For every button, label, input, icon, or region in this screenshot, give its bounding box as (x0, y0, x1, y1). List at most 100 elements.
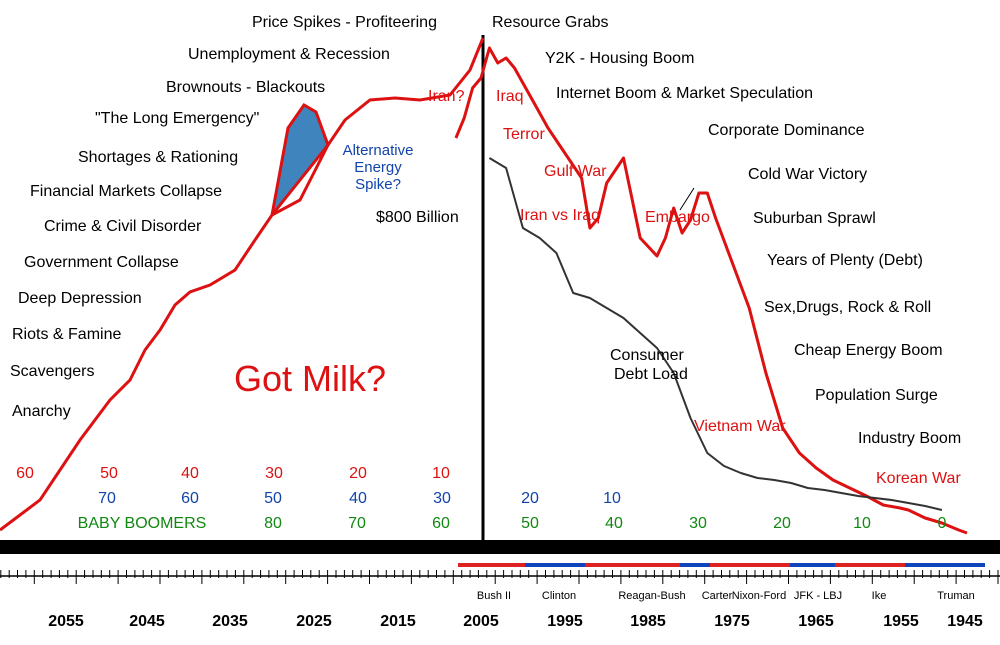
right-label: Cheap Energy Boom (794, 342, 943, 359)
energy-shading-outline (270, 103, 330, 216)
president-term-segment (458, 563, 525, 567)
president-term-segment (525, 563, 585, 567)
event-label: Iran vs Iraq (520, 207, 600, 224)
left-label: Shortages & Rationing (78, 149, 238, 166)
event-labels: Iran? Iraq Terror Gulf War Iran vs Iraq … (428, 88, 961, 487)
president-stripe (458, 563, 985, 567)
energy-label: Alternative Energy Spike? (343, 142, 414, 193)
president-label: JFK - LBJ (794, 590, 842, 602)
president-term-segment (835, 563, 905, 567)
age-label: 20 (521, 490, 539, 507)
president-labels: Truman Ike JFK - LBJ Nixon-Ford Carter R… (477, 590, 975, 602)
left-label: Scavengers (10, 363, 95, 380)
president-label: Bush II (477, 590, 511, 602)
age-label: 0 (938, 515, 947, 532)
year-label: 1975 (714, 613, 750, 630)
year-label: 2015 (380, 613, 416, 630)
age-label: 30 (433, 490, 451, 507)
consumer-debt-line (488, 157, 943, 511)
left-label: Deep Depression (18, 290, 142, 307)
president-label: Truman (937, 590, 975, 602)
age-label: BABY BOOMERS (78, 515, 207, 532)
year-label: 1955 (883, 613, 919, 630)
left-labels: Price Spikes - Profiteering Unemployment… (10, 14, 437, 420)
age-label: 50 (264, 490, 282, 507)
president-term-segment (710, 563, 790, 567)
event-label: Vietnam War (694, 418, 786, 435)
right-label: Sex,Drugs, Rock & Roll (764, 299, 931, 316)
year-label: 2045 (129, 613, 165, 630)
right-label: Cold War Victory (748, 166, 867, 183)
timeline-bar (0, 540, 1000, 554)
age-label: 40 (349, 490, 367, 507)
left-label: Unemployment & Recession (188, 46, 390, 63)
year-label: 1945 (947, 613, 983, 630)
age-label: 60 (181, 490, 199, 507)
age-label: 40 (181, 465, 199, 482)
energy-label-line-1: Alternative (343, 142, 414, 159)
president-label: Nixon-Ford (732, 590, 786, 602)
energy-label-line-3: Spike? (355, 176, 401, 193)
oil-production-line (454, 46, 968, 535)
age-label: 60 (16, 465, 34, 482)
age-label: 20 (349, 465, 367, 482)
age-label: 10 (603, 490, 621, 507)
president-term-segment (680, 563, 710, 567)
year-labels: 1945 1955 1965 1975 1985 1995 2005 2015 … (48, 613, 983, 630)
year-label: 1985 (630, 613, 666, 630)
president-term-segment (905, 563, 985, 567)
age-label: 50 (521, 515, 539, 532)
year-label: 2025 (296, 613, 332, 630)
debt-total-label: $800 Billion (376, 209, 459, 226)
left-label: Riots & Famine (12, 326, 121, 343)
x-axis-ticks (0, 570, 999, 584)
energy-label-line-2: Energy (354, 159, 402, 176)
left-label: Financial Markets Collapse (30, 183, 222, 200)
left-label: Crime & Civil Disorder (44, 218, 202, 235)
event-label: Iran? (428, 88, 465, 105)
right-label: Suburban Sprawl (753, 210, 876, 227)
left-label: Government Collapse (24, 254, 179, 271)
year-label: 2055 (48, 613, 84, 630)
debt-curve-label-1: Consumer (610, 347, 684, 364)
right-label: Y2K - Housing Boom (545, 50, 694, 67)
age-label: 10 (853, 515, 871, 532)
year-label: 1995 (547, 613, 583, 630)
left-label: Price Spikes - Profiteering (252, 14, 437, 31)
right-label: Internet Boom & Market Speculation (556, 85, 813, 102)
event-label: Embargo (645, 209, 710, 226)
event-label: Korean War (876, 470, 961, 487)
age-row-green: BABY BOOMERS 80 70 60 50 40 30 20 10 0 (78, 515, 947, 532)
age-label: 50 (100, 465, 118, 482)
age-label: 40 (605, 515, 623, 532)
age-label: 70 (98, 490, 116, 507)
year-label: 2035 (212, 613, 248, 630)
event-label: Gulf War (544, 163, 607, 180)
president-term-segment (790, 563, 835, 567)
right-label: Years of Plenty (Debt) (767, 252, 923, 269)
right-labels: Resource Grabs Y2K - Housing Boom Intern… (492, 14, 961, 447)
right-label: Population Surge (815, 387, 938, 404)
age-label: 20 (773, 515, 791, 532)
age-label: 60 (432, 515, 450, 532)
left-label: "The Long Emergency" (95, 110, 259, 127)
year-label: 1965 (798, 613, 834, 630)
president-term-segment (585, 563, 680, 567)
age-row-blue: 70 60 50 40 30 20 10 (98, 490, 621, 507)
age-label: 70 (348, 515, 366, 532)
year-label: 2005 (463, 613, 499, 630)
age-row-red: 60 50 40 30 20 10 (16, 465, 450, 482)
right-label: Resource Grabs (492, 14, 609, 31)
president-label: Ike (872, 590, 887, 602)
event-label: Terror (503, 126, 545, 143)
event-label: Iraq (496, 88, 524, 105)
president-label: Clinton (542, 590, 576, 602)
age-label: 30 (265, 465, 283, 482)
age-label: 80 (264, 515, 282, 532)
president-label: Carter (702, 590, 733, 602)
left-label: Brownouts - Blackouts (166, 79, 325, 96)
embargo-pointer (679, 187, 695, 211)
right-label: Industry Boom (858, 430, 961, 447)
debt-curve-label-2: Debt Load (614, 366, 688, 383)
